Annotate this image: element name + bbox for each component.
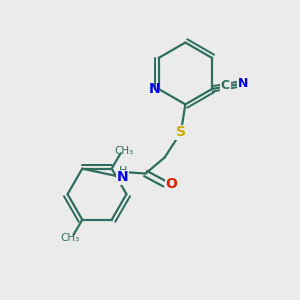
- Text: CH₃: CH₃: [60, 233, 80, 243]
- Text: N: N: [149, 82, 161, 96]
- Text: N: N: [117, 170, 129, 184]
- Text: C: C: [221, 80, 230, 92]
- Text: O: O: [165, 177, 177, 191]
- Text: H: H: [119, 166, 127, 176]
- Text: S: S: [176, 125, 186, 139]
- Text: N: N: [237, 77, 248, 90]
- Text: CH₃: CH₃: [115, 146, 134, 156]
